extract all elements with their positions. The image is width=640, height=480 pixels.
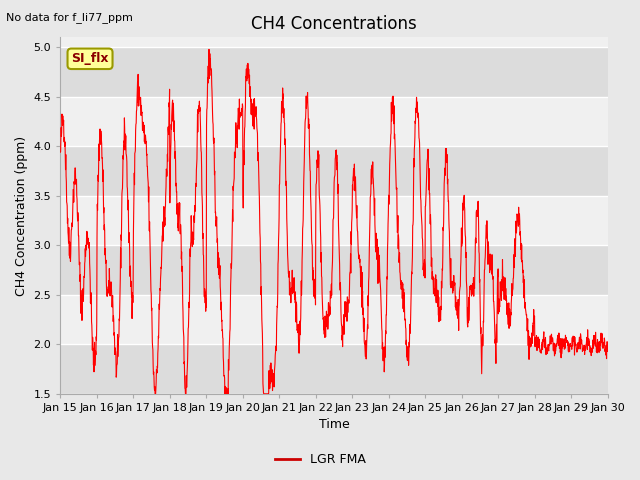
Bar <box>60 97 607 146</box>
Bar <box>60 146 607 196</box>
Title: CH4 Concentrations: CH4 Concentrations <box>251 15 417 33</box>
Y-axis label: CH4 Concentration (ppm): CH4 Concentration (ppm) <box>15 135 28 296</box>
Bar <box>60 245 607 295</box>
Bar <box>60 295 607 344</box>
Bar <box>60 344 607 394</box>
Bar <box>60 196 607 245</box>
X-axis label: Time: Time <box>319 419 349 432</box>
Text: No data for f_li77_ppm: No data for f_li77_ppm <box>6 12 133 23</box>
Text: SI_flx: SI_flx <box>71 52 109 65</box>
Bar <box>60 47 607 97</box>
Legend: LGR FMA: LGR FMA <box>269 448 371 471</box>
